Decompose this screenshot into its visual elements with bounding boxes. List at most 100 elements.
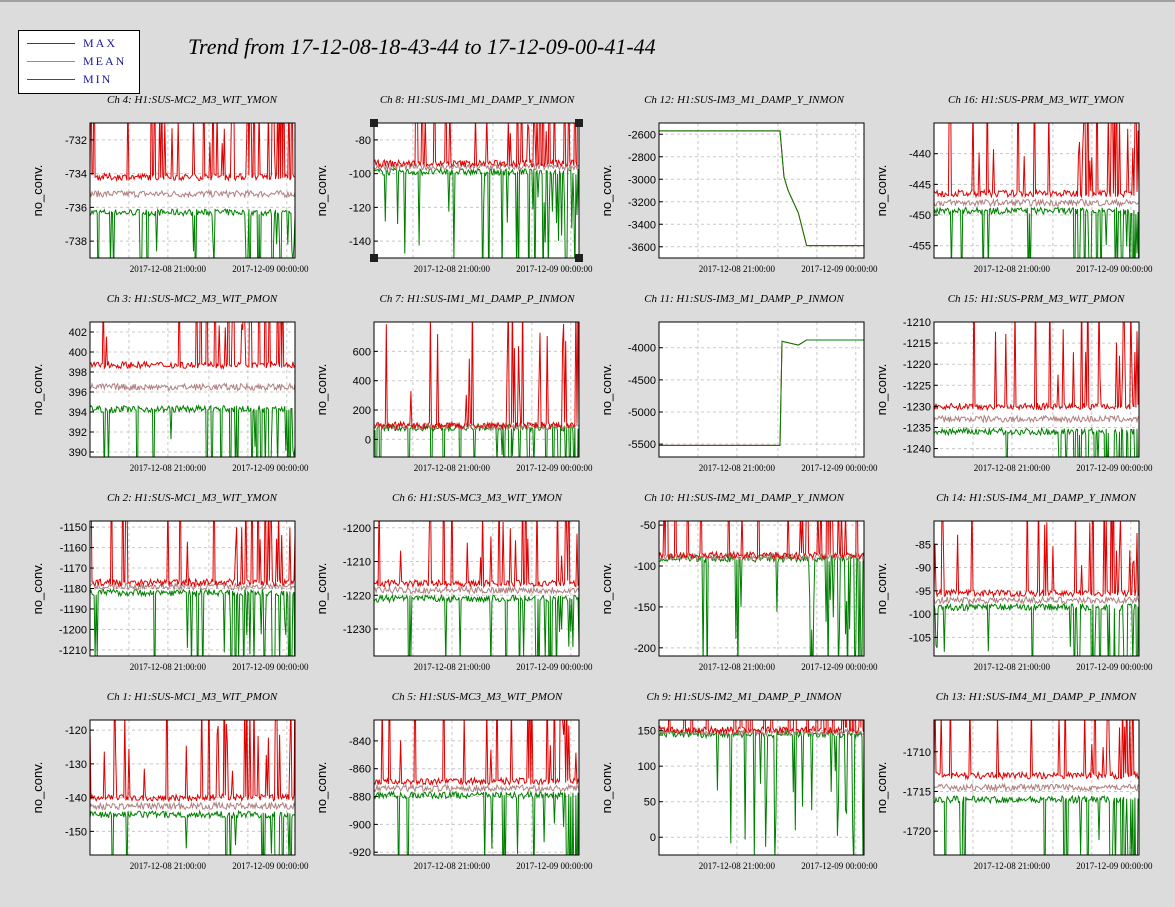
- y-axis-label: no_conv.: [314, 364, 329, 416]
- y-tick-label: -738: [65, 236, 87, 248]
- y-tick-label: 0: [650, 832, 656, 844]
- y-tick-label: -50: [640, 520, 656, 532]
- chart-panel-7: Ch 11: H1:SUS-IM3_M1_DAMP_P_INMON -4000 -4…: [599, 293, 878, 473]
- plot-frame: [658, 122, 865, 259]
- y-tick-label: -1720: [903, 826, 931, 838]
- y-tick-label: -1150: [60, 522, 87, 534]
- y-tick-label: -100: [909, 609, 931, 621]
- plot-frame: [658, 321, 865, 458]
- legend-label-min: MIN: [83, 72, 113, 86]
- y-tick-label: -860: [349, 764, 371, 776]
- plot-frame: [933, 719, 1140, 856]
- y-tick-label: 398: [69, 367, 87, 379]
- y-axis-label: no_conv.: [599, 165, 614, 217]
- series-max-line: [374, 521, 579, 589]
- y-tick-label: -2600: [628, 129, 656, 141]
- y-tick-label: -100: [349, 169, 371, 181]
- y-tick-label: -732: [65, 135, 87, 147]
- legend-label-max: MAX: [83, 36, 118, 50]
- x-tick-label: 2017-12-08 21:00:00: [699, 861, 776, 871]
- y-tick-label: -1715: [903, 786, 931, 798]
- series-max-line: [90, 521, 295, 588]
- y-axis-label: no_conv.: [314, 563, 329, 615]
- series-max-line: [659, 720, 864, 735]
- y-tick-label: 50: [644, 797, 656, 809]
- plot-frame: [373, 520, 580, 657]
- legend-item-max: MAX: [19, 35, 139, 53]
- series-mean-line: [90, 382, 295, 392]
- y-axis-label: no_conv.: [599, 563, 614, 615]
- chart-title: Ch 13: H1:SUS-IM4_M1_DAMP_P_INMON: [936, 691, 1137, 703]
- y-tick-label: 402: [69, 327, 87, 339]
- y-tick-label: 392: [69, 427, 87, 439]
- selection-handle: [370, 119, 378, 127]
- series-max-line: [934, 322, 1139, 412]
- selection-handle: [370, 254, 378, 262]
- chart-panel-11: Ch 10: H1:SUS-IM2_M1_DAMP_Y_INMON -50 -100…: [599, 492, 878, 672]
- y-tick-label: -1235: [903, 422, 931, 434]
- y-tick-label: -440: [909, 149, 931, 161]
- trace-group: [90, 720, 295, 855]
- series-min-line: [659, 339, 864, 446]
- series-max-line: [90, 322, 295, 371]
- chart-panel-1: Ch 4: H1:SUS-MC2_M3_WIT_YMON -732 -734 -736…: [30, 94, 309, 274]
- y-axis-label: no_conv.: [874, 762, 889, 814]
- y-tick-label: -1215: [903, 338, 931, 350]
- x-tick-label: 2017-12-08 21:00:00: [974, 662, 1051, 672]
- series-min-line: [374, 790, 579, 855]
- x-tick-label: 2017-12-08 21:00:00: [974, 463, 1051, 473]
- chart-panel-2: Ch 8: H1:SUS-IM1_M1_DAMP_Y_INMON -80 -100 -…: [314, 94, 593, 274]
- chart-title: Ch 14: H1:SUS-IM4_M1_DAMP_Y_INMON: [936, 492, 1136, 504]
- chart-title: Ch 12: H1:SUS-IM3_M1_DAMP_Y_INMON: [644, 94, 844, 106]
- y-tick-label: -1220: [343, 590, 371, 602]
- legend-item-mean: MEAN: [19, 53, 139, 71]
- chart-title: Ch 6: H1:SUS-MC3_M3_WIT_YMON: [392, 492, 563, 504]
- top-border: [0, 0, 1175, 2]
- y-tick-label: -900: [349, 819, 371, 831]
- trace-group: [659, 720, 864, 855]
- y-tick-label: -450: [909, 210, 931, 222]
- chart-panel-14: Ch 5: H1:SUS-MC3_M3_WIT_PMON -840 -860 -880…: [314, 691, 593, 871]
- y-axis-label: no_conv.: [314, 165, 329, 217]
- chart-title: Ch 9: H1:SUS-IM2_M1_DAMP_P_INMON: [647, 691, 843, 703]
- x-tick-label: 2017-12-09 00:00:00: [1076, 662, 1153, 672]
- trace-group: [374, 720, 579, 855]
- plot-frame: [933, 122, 1140, 259]
- series-mean-line: [90, 188, 295, 200]
- plot-area: [90, 322, 295, 457]
- y-tick-label: -1190: [60, 604, 87, 616]
- y-tick-label: -880: [349, 792, 371, 804]
- y-tick-label: -1160: [60, 543, 87, 555]
- trace-group: [934, 521, 1139, 656]
- y-tick-label: -95: [915, 586, 931, 598]
- plot-frame: [89, 719, 296, 856]
- x-tick-label: 2017-12-09 00:00:00: [801, 662, 878, 672]
- y-tick-label: -200: [634, 643, 656, 655]
- chart-panel-15: Ch 9: H1:SUS-IM2_M1_DAMP_P_INMON 150 100 50…: [599, 691, 878, 871]
- y-tick-label: -1220: [903, 359, 931, 371]
- y-tick-label: -140: [65, 793, 87, 805]
- series-max-line: [934, 521, 1139, 599]
- plot-frame: [373, 122, 580, 259]
- y-tick-label: -445: [909, 179, 931, 191]
- chart-panel-3: Ch 12: H1:SUS-IM3_M1_DAMP_Y_INMON -2600 -2…: [599, 94, 878, 274]
- y-tick-label: -140: [349, 236, 371, 248]
- x-tick-label: 2017-12-08 21:00:00: [699, 662, 776, 672]
- chart-panel-4: Ch 16: H1:SUS-PRM_M3_WIT_YMON -440 -445 -45…: [874, 94, 1153, 274]
- x-tick-label: 2017-12-08 21:00:00: [699, 463, 776, 473]
- x-tick-label: 2017-12-09 00:00:00: [516, 463, 593, 473]
- x-tick-label: 2017-12-09 00:00:00: [232, 463, 309, 473]
- series-mean-line: [934, 595, 1139, 606]
- chart-title: Ch 1: H1:SUS-MC1_M3_WIT_PMON: [107, 691, 278, 703]
- series-max-line: [90, 123, 295, 183]
- y-tick-label: 396: [69, 387, 87, 399]
- series-max-line: [374, 322, 579, 431]
- y-tick-label: -455: [909, 241, 931, 253]
- chart-panel-8: Ch 15: H1:SUS-PRM_M3_WIT_PMON -1210 -1215 -…: [874, 293, 1153, 473]
- y-tick-label: -120: [65, 725, 87, 737]
- y-tick-label: -1230: [903, 401, 931, 413]
- x-tick-label: 2017-12-09 00:00:00: [516, 861, 593, 871]
- x-tick-label: 2017-12-09 00:00:00: [516, 264, 593, 274]
- chart-panel-9: Ch 2: H1:SUS-MC1_M3_WIT_YMON -1150 -1160 -1…: [30, 492, 309, 672]
